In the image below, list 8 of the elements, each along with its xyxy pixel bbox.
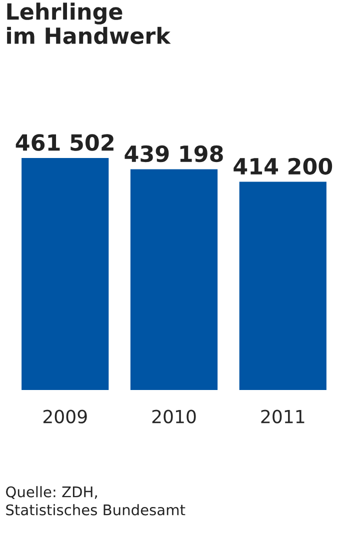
data-label: 461 502 — [16, 134, 114, 151]
data-label: 439 198 — [124, 145, 223, 162]
source-note: Quelle: ZDH, Statistisches Bundesamt — [6, 486, 186, 516]
x-tick-label: 2010 — [152, 410, 196, 424]
data-label: 414 200 — [234, 158, 332, 175]
x-tick-label: 2009 — [43, 410, 87, 424]
chart-title: Lehrlinge im Handwerk — [7, 2, 171, 44]
x-tick-label: 2011 — [261, 410, 304, 424]
